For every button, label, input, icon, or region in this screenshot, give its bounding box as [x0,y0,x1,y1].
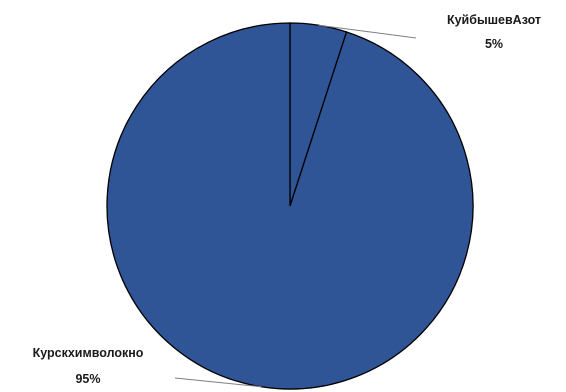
pie-slice-kurskhimvolokno [106,22,474,390]
data-label-kuibyshevazot-name: КуйбышевАзот [447,13,541,27]
leader-line-kuibyshevazot [318,24,417,39]
leader-line-kurskhimvolokno [174,377,262,388]
data-label-kurskhimvolokno-name: Курскхимволокно [33,346,144,360]
data-label-kuibyshevazot-value: 5% [485,37,503,51]
data-label-kurskhimvolokno-value: 95% [75,372,100,386]
